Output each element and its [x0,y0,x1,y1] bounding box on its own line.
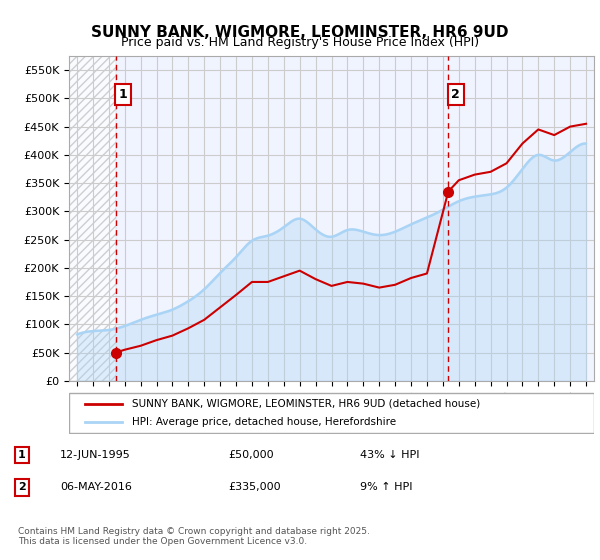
Bar [69,56,116,381]
Text: £335,000: £335,000 [228,482,281,492]
Text: Contains HM Land Registry data © Crown copyright and database right 2025.
This d: Contains HM Land Registry data © Crown c… [18,526,370,546]
Text: £50,000: £50,000 [228,450,274,460]
Text: 2: 2 [18,482,26,492]
Text: 06-MAY-2016: 06-MAY-2016 [60,482,132,492]
Text: 1: 1 [119,88,128,101]
Text: Price paid vs. HM Land Registry's House Price Index (HPI): Price paid vs. HM Land Registry's House … [121,36,479,49]
Text: 9% ↑ HPI: 9% ↑ HPI [360,482,413,492]
Text: 2: 2 [451,88,460,101]
Text: 43% ↓ HPI: 43% ↓ HPI [360,450,419,460]
Text: HPI: Average price, detached house, Herefordshire: HPI: Average price, detached house, Here… [132,417,396,427]
Text: 1: 1 [18,450,26,460]
Text: SUNNY BANK, WIGMORE, LEOMINSTER, HR6 9UD: SUNNY BANK, WIGMORE, LEOMINSTER, HR6 9UD [91,25,509,40]
FancyBboxPatch shape [69,393,594,433]
Text: SUNNY BANK, WIGMORE, LEOMINSTER, HR6 9UD (detached house): SUNNY BANK, WIGMORE, LEOMINSTER, HR6 9UD… [132,399,480,409]
Text: 12-JUN-1995: 12-JUN-1995 [60,450,131,460]
